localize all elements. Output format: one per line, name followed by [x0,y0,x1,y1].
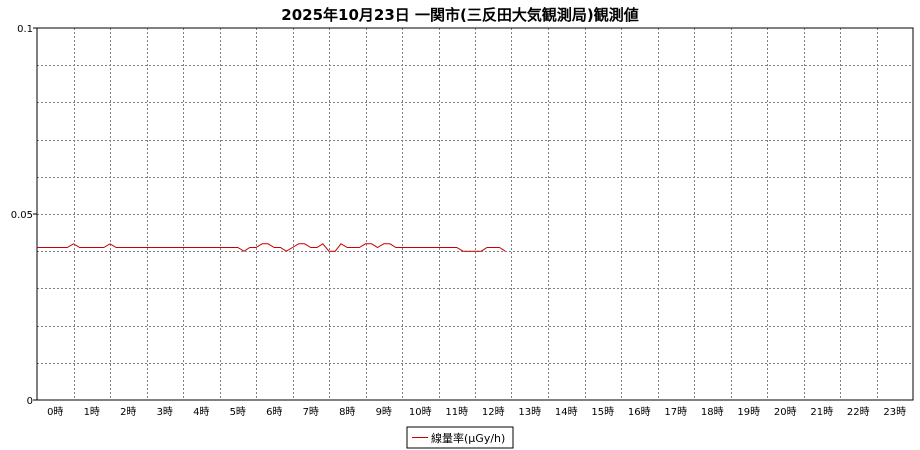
y-tick-label: 0.1 [17,24,33,35]
x-tick-label: 3時 [157,406,173,418]
legend: 線量率(μGy/h) [406,426,514,449]
x-tick-label: 9時 [376,406,392,418]
x-tick-label: 14時 [555,406,578,418]
series-line [37,243,506,252]
y-tick-label: 0.05 [11,210,33,221]
x-tick-label: 0時 [47,406,63,418]
x-tick-label: 6時 [266,406,282,418]
x-tick-label: 11時 [445,406,468,418]
x-tick-label: 16時 [628,406,651,418]
legend-label: 線量率(μGy/h) [431,431,505,445]
x-tick-label: 19時 [737,406,760,418]
x-tick-label: 21時 [810,406,833,418]
series-group [37,243,506,252]
x-tick-label: 10時 [409,406,432,418]
y-axis: 0 0.05 0.1 [11,24,37,407]
x-tick-label: 22時 [847,406,870,418]
x-tick-label: 17時 [664,406,687,418]
y-tick-label: 0 [27,396,33,407]
x-tick-label: 23時 [883,406,906,418]
x-tick-label: 7時 [303,406,319,418]
x-tick-label: 18時 [701,406,724,418]
x-tick-label: 2時 [120,406,136,418]
x-tick-label: 15時 [591,406,614,418]
grid [37,28,913,400]
x-axis: 0時 1時 2時 3時 4時 5時 6時 7時 8時 9時 10時 11時 12時 13時 14時 15時 16… [47,406,906,418]
x-tick-label: 20時 [774,406,797,418]
x-tick-label: 1時 [84,406,100,418]
x-tick-label: 5時 [230,406,246,418]
x-tick-label: 8時 [339,406,355,418]
x-tick-label: 12時 [482,406,505,418]
x-tick-label: 4時 [193,406,209,418]
legend-box [406,426,514,449]
x-tick-label: 13時 [518,406,541,418]
chart-title: 2025年10月23日 一関市(三反田大気観測局)観測値 [281,6,638,24]
